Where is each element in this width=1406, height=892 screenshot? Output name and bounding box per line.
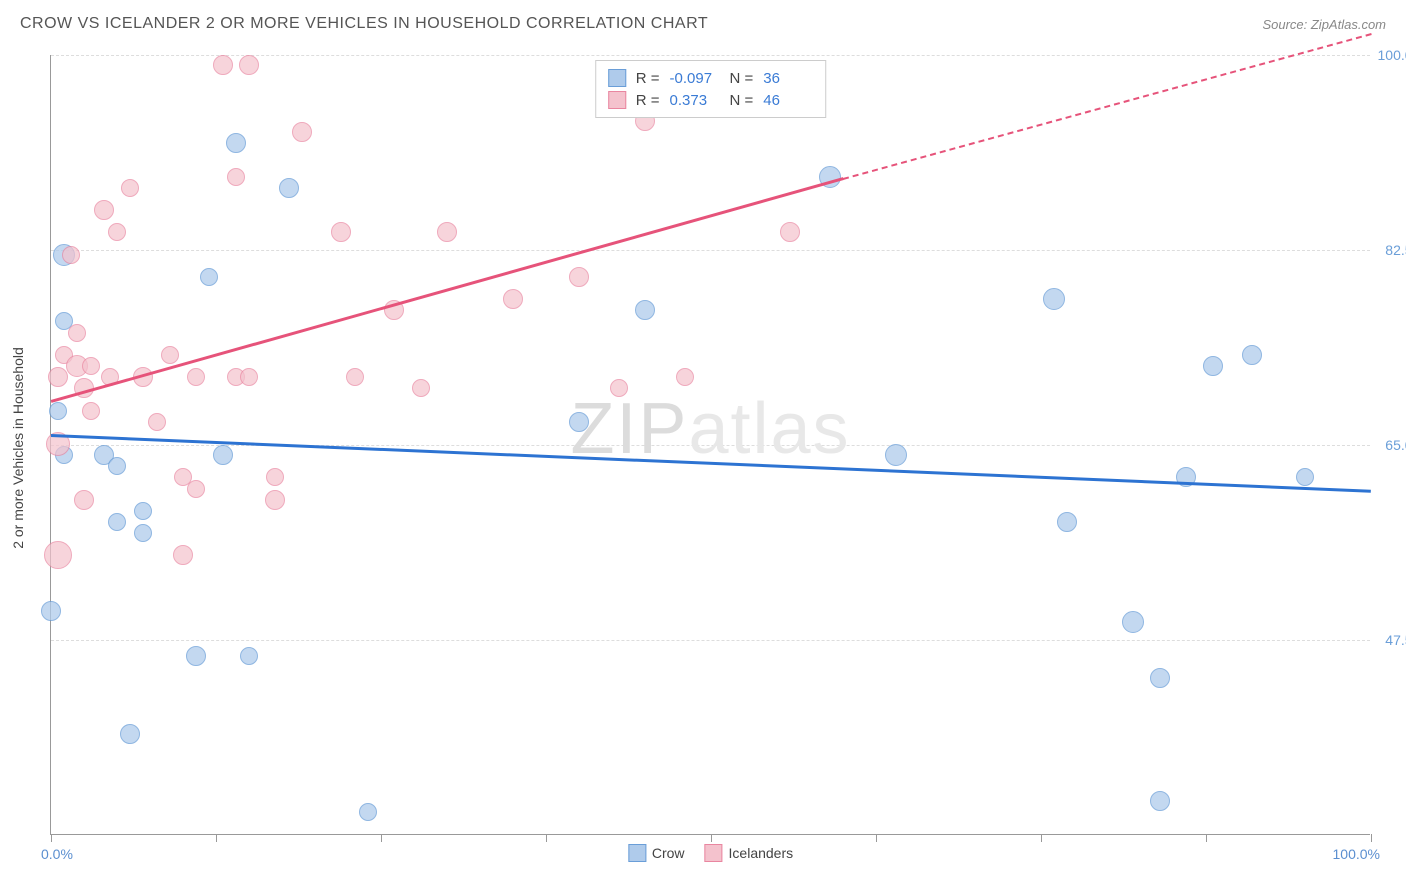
data-point: [187, 480, 205, 498]
data-point: [240, 647, 258, 665]
x-axis-max-label: 100.0%: [1333, 846, 1380, 862]
y-tick-label: 47.5%: [1385, 632, 1406, 648]
data-point: [1296, 468, 1314, 486]
data-point: [503, 289, 523, 309]
data-point: [186, 646, 206, 666]
data-point: [44, 541, 72, 569]
data-point: [279, 178, 299, 198]
data-point: [68, 324, 86, 342]
data-point: [569, 412, 589, 432]
data-point: [148, 413, 166, 431]
x-tick: [1371, 834, 1372, 842]
data-point: [780, 222, 800, 242]
r-value-icelanders: 0.373: [670, 92, 720, 109]
r-value-crow: -0.097: [670, 70, 720, 87]
bottom-legend: Crow Icelanders: [628, 844, 793, 862]
data-point: [1203, 356, 1223, 376]
n-value-icelanders: 46: [763, 92, 813, 109]
data-point: [331, 222, 351, 242]
data-point: [265, 490, 285, 510]
stats-row-icelanders: R = 0.373 N = 46: [608, 89, 814, 111]
data-point: [134, 524, 152, 542]
data-point: [108, 513, 126, 531]
data-point: [1242, 345, 1262, 365]
grid-line: [51, 445, 1370, 446]
y-axis-label: 2 or more Vehicles in Household: [10, 347, 26, 549]
swatch-crow: [608, 69, 626, 87]
legend-label: Icelanders: [729, 845, 794, 861]
data-point: [240, 368, 258, 386]
x-tick: [876, 834, 877, 842]
data-point: [120, 724, 140, 744]
data-point: [213, 445, 233, 465]
data-point: [41, 601, 61, 621]
chart-source: Source: ZipAtlas.com: [1262, 17, 1386, 32]
x-tick: [546, 834, 547, 842]
data-point: [213, 55, 233, 75]
n-value-crow: 36: [763, 70, 813, 87]
x-tick: [216, 834, 217, 842]
data-point: [569, 267, 589, 287]
chart-plot-area: ZIPatlas R = -0.097 N = 36 R = 0.373 N =…: [50, 55, 1370, 835]
data-point: [635, 300, 655, 320]
x-axis-min-label: 0.0%: [41, 846, 73, 862]
data-point: [227, 168, 245, 186]
data-point: [1057, 512, 1077, 532]
y-tick-label: 82.5%: [1385, 242, 1406, 258]
data-point: [1150, 791, 1170, 811]
x-tick: [51, 834, 52, 842]
data-point: [121, 179, 139, 197]
legend-label: Crow: [652, 845, 685, 861]
data-point: [437, 222, 457, 242]
data-point: [1043, 288, 1065, 310]
data-point: [173, 545, 193, 565]
chart-title: CROW VS ICELANDER 2 OR MORE VEHICLES IN …: [20, 15, 708, 33]
legend-item: Crow: [628, 844, 685, 862]
data-point: [1150, 668, 1170, 688]
y-tick-label: 100.0%: [1378, 47, 1406, 63]
data-point: [412, 379, 430, 397]
data-point: [676, 368, 694, 386]
data-point: [94, 200, 114, 220]
grid-line: [51, 250, 1370, 251]
data-point: [187, 368, 205, 386]
data-point: [292, 122, 312, 142]
legend-swatch: [705, 844, 723, 862]
x-tick: [381, 834, 382, 842]
y-tick-label: 65.0%: [1385, 437, 1406, 453]
data-point: [266, 468, 284, 486]
data-point: [74, 490, 94, 510]
x-tick: [1041, 834, 1042, 842]
data-point: [82, 402, 100, 420]
stats-row-crow: R = -0.097 N = 36: [608, 67, 814, 89]
trend-line: [51, 434, 1371, 492]
data-point: [610, 379, 628, 397]
data-point: [226, 133, 246, 153]
x-tick: [711, 834, 712, 842]
x-tick: [1206, 834, 1207, 842]
grid-line: [51, 640, 1370, 641]
data-point: [108, 223, 126, 241]
data-point: [108, 457, 126, 475]
data-point: [82, 357, 100, 375]
data-point: [62, 246, 80, 264]
data-point: [48, 367, 68, 387]
data-point: [49, 402, 67, 420]
data-point: [161, 346, 179, 364]
trend-line: [51, 178, 844, 403]
swatch-icelanders: [608, 91, 626, 109]
legend-item: Icelanders: [705, 844, 794, 862]
data-point: [346, 368, 364, 386]
data-point: [134, 502, 152, 520]
data-point: [200, 268, 218, 286]
data-point: [885, 444, 907, 466]
stats-legend: R = -0.097 N = 36 R = 0.373 N = 46: [595, 60, 827, 118]
data-point: [359, 803, 377, 821]
data-point: [239, 55, 259, 75]
legend-swatch: [628, 844, 646, 862]
data-point: [1122, 611, 1144, 633]
